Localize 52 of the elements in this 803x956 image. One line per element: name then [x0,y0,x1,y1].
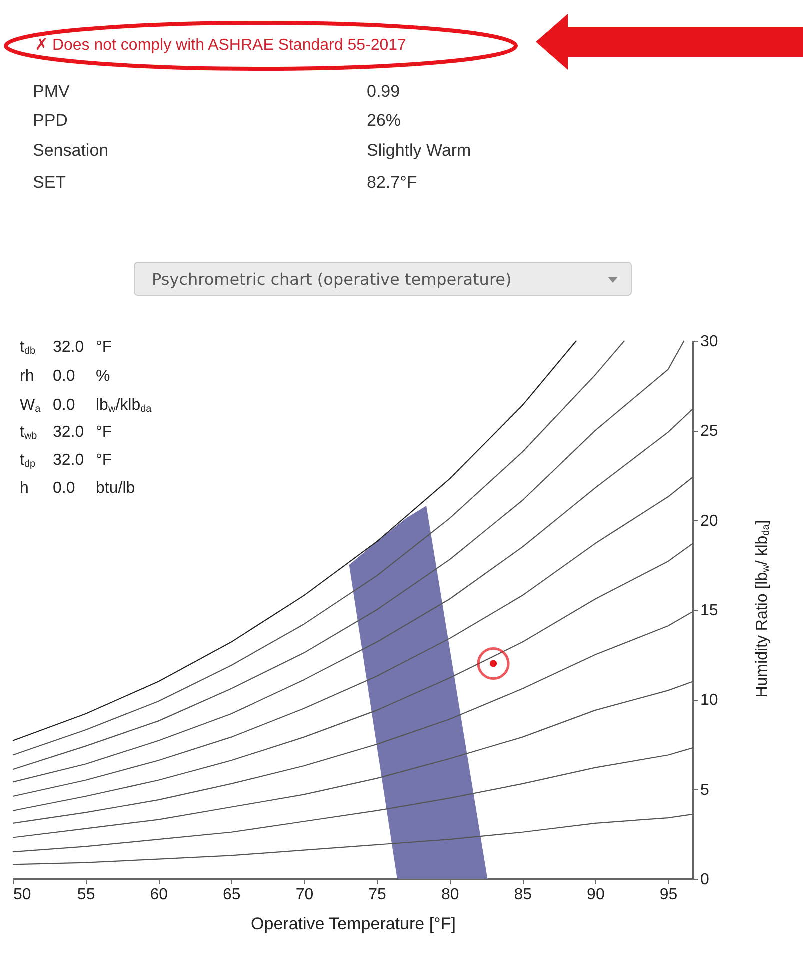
y-tick-label: 0 [700,872,710,888]
text: 82.7°F [367,173,418,193]
annotation: btu/lb [96,479,136,499]
y-tick-label: 5 [700,782,710,799]
annotation: rh [20,367,34,387]
x-tick-label: 70 [296,886,314,904]
dropdown: Psychrometric chart (operative temperature) [134,262,632,296]
text: Slightly Warm [367,141,472,161]
x-axis-title: Operative Temperature [°F] [251,914,456,934]
x-tick-label: 65 [223,886,241,904]
annotation: t$_{wb}$ [20,423,38,444]
annotation: 32.0 [53,423,84,443]
annotation: % [96,367,110,387]
x-tick-label: 85 [514,886,532,904]
line-series [12,476,694,798]
y-tick-label: 30 [700,334,718,350]
annotation: 0.0 [53,479,76,499]
annotation: °F [96,338,112,358]
annotation: W$_{a}$ [20,396,41,417]
text: PMV [33,82,70,102]
line-series [12,748,694,853]
annotation: °F [96,423,112,443]
line-series [12,543,694,812]
annotation: lb$_{w}$/klb$_{da}$ [96,396,152,417]
y-tick-label: 25 [700,423,718,440]
x-tick-label: 95 [660,886,678,904]
annotation: t$_{db}$ [20,338,36,359]
annotation: 0.0 [53,396,76,416]
annotation: 32.0 [53,338,84,358]
x-tick-label: 75 [368,886,387,904]
y-tick-label: 20 [700,512,718,530]
x-tick-label: 50 [14,886,32,904]
x-tick-label: 55 [77,886,96,904]
text: ✗ Does not comply with ASHRAE Standard 55-2017 [35,36,406,56]
line-series [12,611,694,824]
y-tick-label: 10 [700,692,718,710]
text: 0.99 [367,82,400,102]
x-tick-label: 90 [587,886,605,904]
annotation: °F [96,451,112,471]
line-series [12,681,694,838]
text: 26% [367,111,402,131]
annotation: t$_{dp}$ [20,451,36,472]
annotation: h [20,479,29,499]
y-tick-label: 15 [700,602,718,620]
text: SET [33,173,66,193]
text: Sensation [33,141,109,161]
line-series [12,814,694,866]
x-tick-label: 80 [441,886,460,904]
x-tick-label: 60 [150,886,168,904]
annotation: 32.0 [53,451,84,471]
text: PPD [33,111,68,131]
annotation: 0.0 [53,367,76,387]
